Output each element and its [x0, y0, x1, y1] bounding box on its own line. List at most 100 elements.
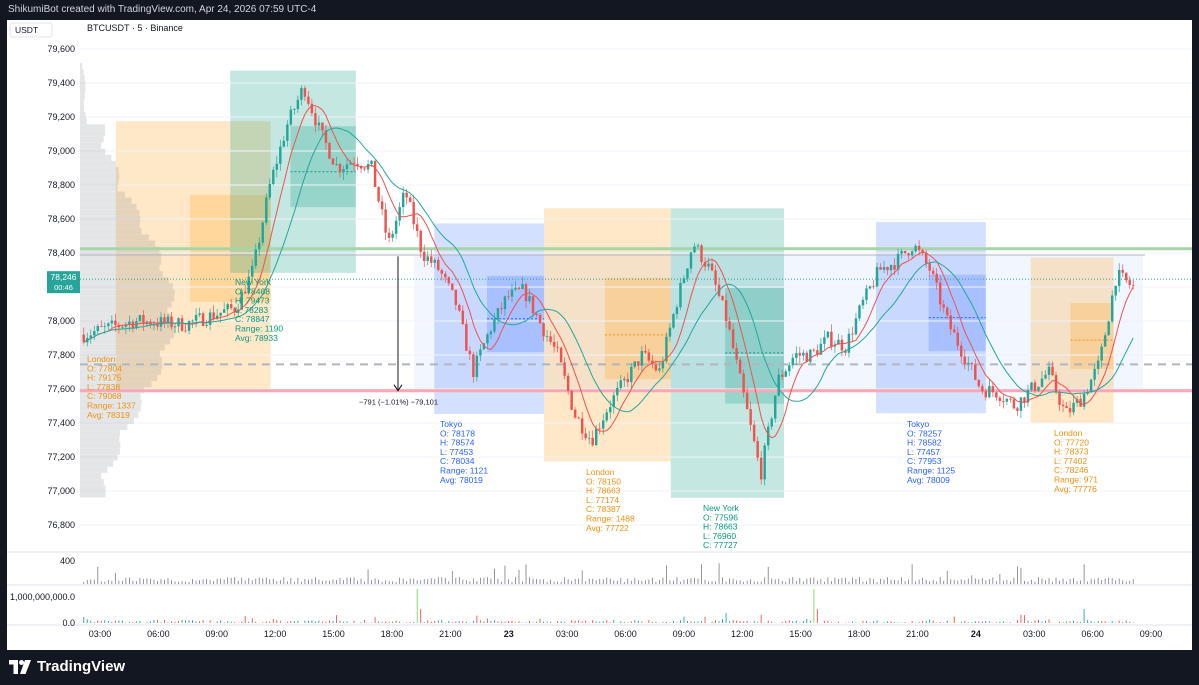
candle[interactable] — [710, 263, 714, 271]
candle[interactable] — [935, 273, 938, 283]
candle[interactable] — [981, 386, 984, 392]
candle[interactable] — [496, 308, 500, 320]
candle[interactable] — [910, 251, 914, 256]
candle[interactable] — [514, 287, 517, 290]
candle[interactable] — [900, 250, 903, 254]
candle[interactable] — [391, 233, 394, 238]
candle[interactable] — [573, 409, 577, 418]
candle[interactable] — [517, 287, 521, 289]
candle[interactable] — [538, 314, 542, 324]
candle[interactable] — [668, 327, 672, 337]
candle[interactable] — [422, 251, 426, 261]
session-box-tokyo[interactable] — [875, 222, 986, 414]
candle[interactable] — [798, 353, 802, 356]
candle[interactable] — [338, 164, 342, 173]
candle[interactable] — [917, 245, 921, 251]
candle[interactable] — [1054, 375, 1058, 393]
candle[interactable] — [882, 267, 886, 270]
candle[interactable] — [844, 350, 847, 353]
candle[interactable] — [953, 329, 956, 333]
candle[interactable] — [861, 299, 865, 306]
candle[interactable] — [847, 333, 851, 353]
candle[interactable] — [763, 445, 766, 480]
candle[interactable] — [682, 278, 686, 283]
candle[interactable] — [875, 267, 879, 287]
candle[interactable] — [1026, 389, 1030, 403]
candle[interactable] — [812, 349, 816, 351]
candle[interactable] — [507, 296, 510, 298]
candle[interactable] — [1132, 284, 1135, 286]
candle[interactable] — [510, 289, 514, 297]
candle[interactable] — [349, 163, 352, 165]
candle[interactable] — [545, 336, 549, 338]
candle[interactable] — [1117, 269, 1121, 286]
candle[interactable] — [528, 296, 531, 302]
candle[interactable] — [328, 142, 331, 159]
candle[interactable] — [1096, 360, 1100, 369]
candle[interactable] — [286, 124, 289, 141]
candle[interactable] — [279, 146, 282, 164]
candle[interactable] — [759, 457, 763, 480]
candle[interactable] — [1033, 382, 1037, 391]
candle[interactable] — [1005, 398, 1009, 402]
candle[interactable] — [331, 158, 335, 165]
candle[interactable] — [791, 357, 795, 366]
candle[interactable] — [451, 283, 454, 290]
candle[interactable] — [461, 310, 465, 324]
candle[interactable] — [310, 103, 314, 114]
candle[interactable] — [180, 318, 184, 331]
candle[interactable] — [805, 352, 809, 362]
candle[interactable] — [903, 250, 907, 254]
candle[interactable] — [970, 362, 974, 365]
candle[interactable] — [602, 420, 605, 429]
candle[interactable] — [247, 276, 250, 294]
candle[interactable] — [542, 323, 545, 337]
candle[interactable] — [1089, 379, 1093, 393]
candle[interactable] — [703, 262, 707, 267]
candle[interactable] — [475, 355, 479, 377]
candle[interactable] — [1093, 368, 1096, 380]
candle[interactable] — [1086, 392, 1089, 394]
candle[interactable] — [184, 330, 187, 332]
candle[interactable] — [984, 391, 988, 398]
candle[interactable] — [960, 345, 963, 357]
candle[interactable] — [300, 88, 303, 100]
candle[interactable] — [868, 286, 872, 289]
candle[interactable] — [995, 392, 998, 398]
candle[interactable] — [524, 284, 528, 302]
candle[interactable] — [1044, 374, 1047, 379]
candle[interactable] — [243, 291, 247, 294]
candle[interactable] — [738, 359, 742, 374]
candle[interactable] — [924, 253, 928, 264]
candle[interactable] — [728, 321, 731, 330]
candle[interactable] — [208, 312, 212, 325]
candle[interactable] — [559, 347, 563, 363]
candle[interactable] — [1068, 408, 1072, 413]
candle[interactable] — [82, 334, 85, 343]
candle[interactable] — [486, 334, 489, 344]
candle[interactable] — [222, 309, 226, 313]
candle[interactable] — [549, 336, 552, 342]
candle[interactable] — [766, 426, 770, 446]
candle[interactable] — [556, 346, 559, 348]
candle[interactable] — [107, 323, 110, 327]
candle[interactable] — [745, 392, 749, 410]
candle[interactable] — [335, 164, 338, 165]
candle[interactable] — [366, 164, 370, 170]
candle[interactable] — [503, 296, 507, 310]
candle[interactable] — [458, 304, 461, 311]
candle[interactable] — [465, 323, 468, 351]
candle[interactable] — [433, 259, 436, 263]
candle[interactable] — [1012, 399, 1016, 409]
candle[interactable] — [265, 197, 268, 223]
candle[interactable] — [114, 320, 117, 325]
candle[interactable] — [521, 284, 524, 289]
candle[interactable] — [563, 362, 566, 376]
candle[interactable] — [1100, 346, 1103, 361]
candle[interactable] — [865, 288, 868, 300]
candle[interactable] — [809, 349, 812, 362]
candle[interactable] — [345, 164, 349, 170]
candle[interactable] — [412, 201, 415, 225]
candle[interactable] — [96, 325, 100, 332]
